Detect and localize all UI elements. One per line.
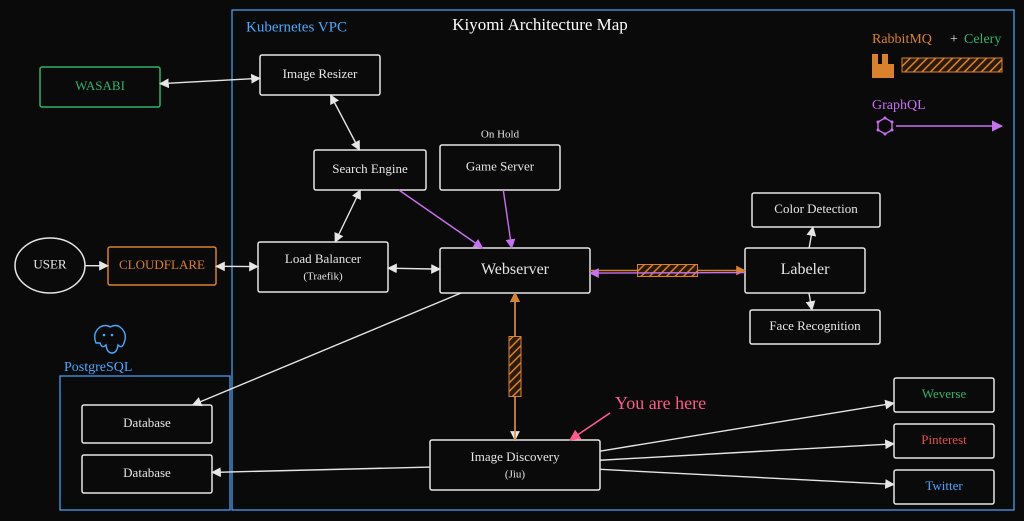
legend-celery: Celery	[964, 32, 1001, 47]
edge-labeler-webserver	[590, 273, 745, 274]
node-label-user: USER	[33, 256, 67, 271]
node-sublabel-load-balancer: (Traefik)	[303, 271, 343, 283]
node-label-twitter: Twitter	[925, 478, 963, 493]
node-label-image-resizer: Image Resizer	[283, 66, 358, 81]
legend-plus: +	[950, 32, 958, 47]
node-label-database-2: Database	[123, 465, 171, 480]
node-note-game-server: On Hold	[481, 129, 520, 141]
node-label-game-server: Game Server	[466, 158, 535, 173]
node-label-cloudflare: CLOUDFLARE	[119, 257, 205, 272]
diagram-title: Kiyomi Architecture Map	[452, 15, 628, 34]
node-label-image-discovery: Image Discovery	[470, 449, 560, 464]
node-label-pinterest: Pinterest	[921, 432, 967, 447]
node-label-wasabi: WASABI	[75, 78, 125, 93]
node-label-webserver: Webserver	[481, 261, 550, 278]
node-label-color-detection: Color Detection	[774, 201, 858, 216]
node-label-labeler: Labeler	[781, 261, 831, 278]
container-label-postgres-group: PostgreSQL	[64, 360, 132, 375]
node-sublabel-image-discovery: (Jiu)	[505, 469, 526, 481]
node-label-search-engine: Search Engine	[332, 161, 408, 176]
rabbitmq-pipe	[902, 58, 1002, 72]
edge-load-balancer-webserver	[388, 268, 440, 269]
node-label-weverse: Weverse	[922, 386, 967, 401]
rabbitmq-pipe	[509, 337, 521, 397]
node-label-load-balancer: Load Balancer	[285, 251, 362, 266]
rabbitmq-pipe	[638, 265, 698, 277]
container-label-k8s-vpc: Kubernetes VPC	[246, 19, 347, 35]
legend-graphql: GraphQL	[872, 98, 926, 113]
legend-rabbitmq: RabbitMQ	[872, 32, 932, 47]
node-label-database-1: Database	[123, 415, 171, 430]
node-label-face-recognition: Face Recognition	[769, 318, 861, 333]
annotation-you-are-here: You are here	[615, 393, 706, 413]
